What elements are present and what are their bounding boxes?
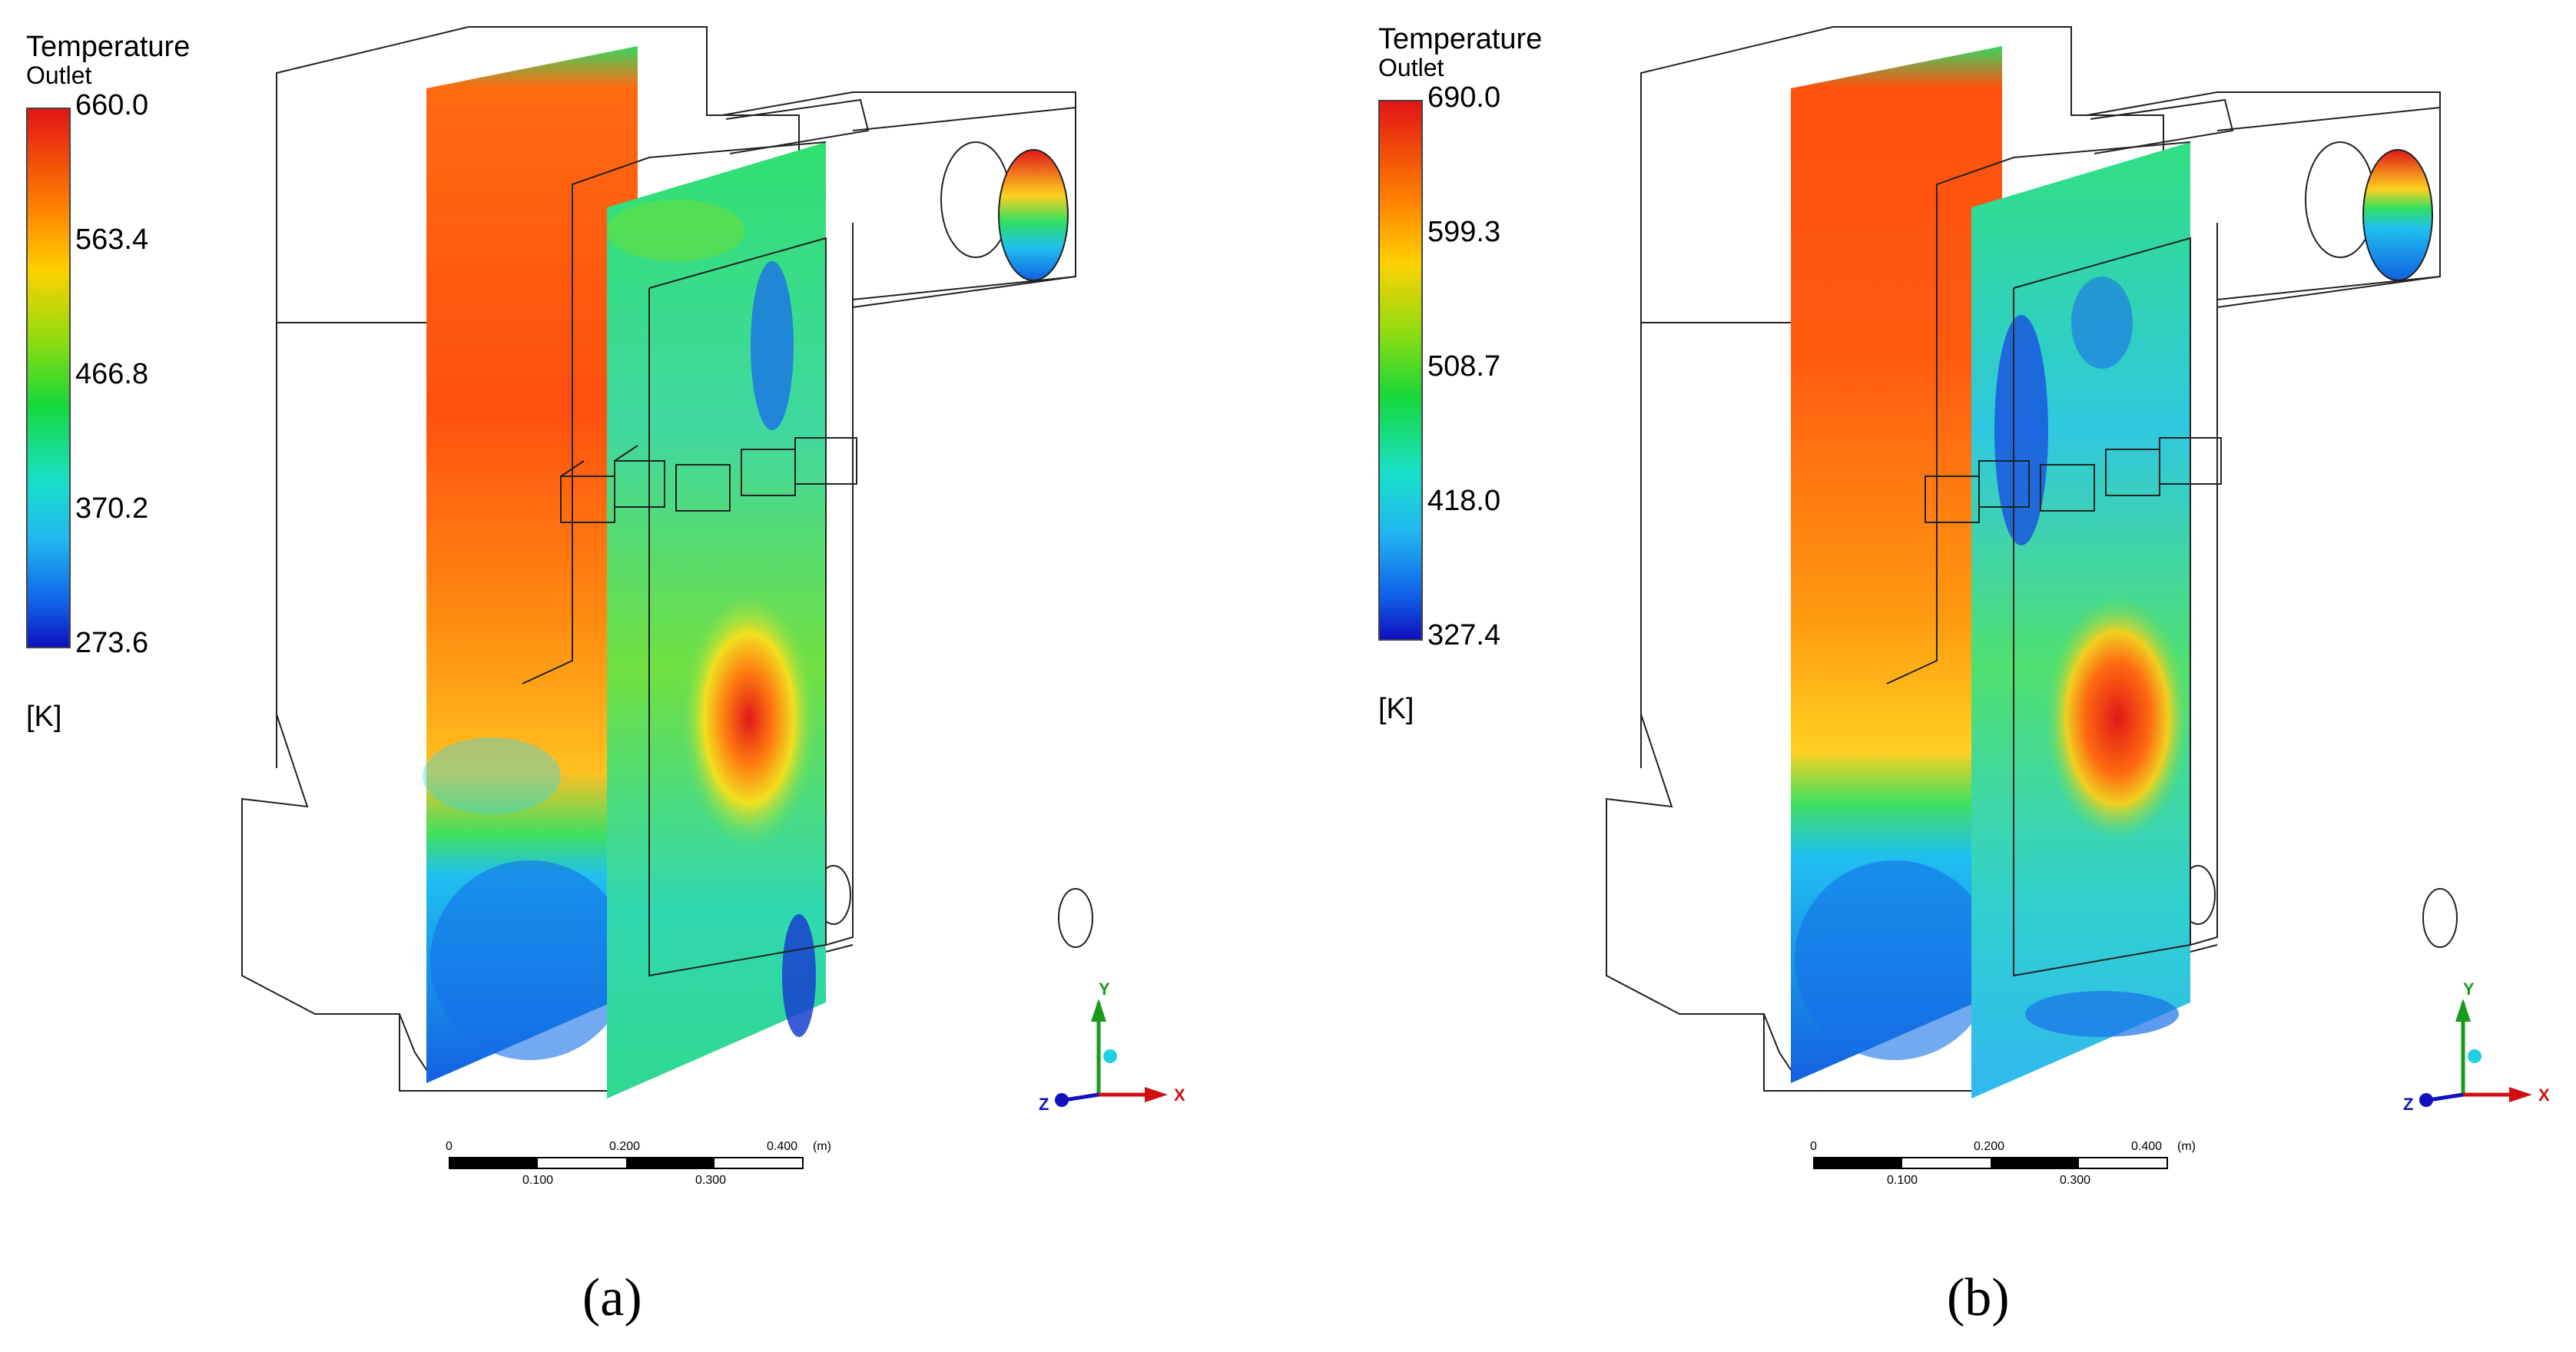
scale-label-0: 0	[1810, 1140, 1817, 1153]
legend-tick: 660.0	[75, 89, 149, 121]
scale-label-0400: 0.400	[2131, 1140, 2162, 1153]
axis-triad: Y X Z	[1039, 979, 1185, 1114]
panel-b: Y X Z 0 0.200 0.400 (m) 0.100 0.300 Temp…	[1288, 0, 2575, 1352]
legend-tick: 466.8	[75, 358, 149, 390]
legend-tick: 599.3	[1427, 216, 1501, 248]
contour-plane-1	[1791, 46, 2002, 1083]
legend-subtitle: Outlet	[26, 61, 92, 89]
scale-label-0300: 0.300	[695, 1174, 726, 1187]
legend-color-bar	[26, 108, 71, 648]
scale-label-0200: 0.200	[609, 1140, 640, 1153]
contour-plane-2	[1971, 142, 2190, 1098]
axis-label-y: Y	[2463, 979, 2475, 999]
geometry-scene-a: Y X Z 0 0.200 0.400 (m) 0.100 0.300	[241, 26, 1185, 1187]
scale-bar: 0 0.200 0.400 (m) 0.100 0.300	[446, 1140, 831, 1187]
axis-label-x: X	[2538, 1085, 2550, 1105]
legend-unit: [K]	[1378, 693, 1414, 725]
axis-label-z: Z	[2403, 1095, 2413, 1114]
legend-tick: 690.0	[1427, 81, 1501, 114]
scale-label-unit: (m)	[2177, 1140, 2196, 1153]
legend-title: Temperature	[1378, 23, 1543, 55]
scale-label-unit: (m)	[813, 1140, 831, 1153]
scale-label-0100: 0.100	[522, 1174, 553, 1187]
scale-bar: 0 0.200 0.400 (m) 0.100 0.300	[1810, 1140, 2196, 1187]
legend-tick: 418.0	[1427, 485, 1501, 517]
legend-tick: 273.6	[75, 627, 149, 659]
legend-tick: 327.4	[1427, 619, 1501, 651]
panel-caption: (b)	[1947, 1268, 2010, 1327]
scale-label-0400: 0.400	[767, 1140, 797, 1153]
legend-tick: 370.2	[75, 492, 149, 525]
axis-label-x: X	[1174, 1085, 1185, 1105]
legend-unit: [K]	[26, 701, 62, 733]
geometry-scene-b: Y X Z 0 0.200 0.400 (m) 0.100 0.300	[1606, 26, 2550, 1187]
scale-label-0: 0	[446, 1140, 453, 1153]
axis-label-z: Z	[1039, 1095, 1049, 1114]
scale-label-0300: 0.300	[2060, 1174, 2090, 1187]
contour-plane-1	[423, 46, 638, 1083]
axis-label-y: Y	[1099, 979, 1110, 999]
outlet-disk	[2362, 149, 2433, 281]
scale-label-0100: 0.100	[1887, 1174, 1918, 1187]
legend-tick: 563.4	[75, 224, 149, 256]
legend-color-bar	[1378, 100, 1423, 641]
wireframe-overlay	[522, 141, 857, 977]
legend-tick: 508.7	[1427, 350, 1501, 383]
wireframe-overlay	[1886, 141, 2222, 977]
scale-label-0200: 0.200	[1974, 1140, 2004, 1153]
outlet-disk	[998, 149, 1069, 281]
panel-a: Y X Z 0 0.200 0.400 (m) 0.100 0.300 Temp…	[26, 26, 1185, 1327]
legend-title: Temperature	[26, 31, 191, 63]
legend-subtitle: Outlet	[1378, 54, 1444, 81]
panel-caption: (a)	[582, 1268, 642, 1327]
axis-triad: Y X Z	[2403, 979, 2550, 1114]
contour-plane-2	[607, 142, 826, 1098]
